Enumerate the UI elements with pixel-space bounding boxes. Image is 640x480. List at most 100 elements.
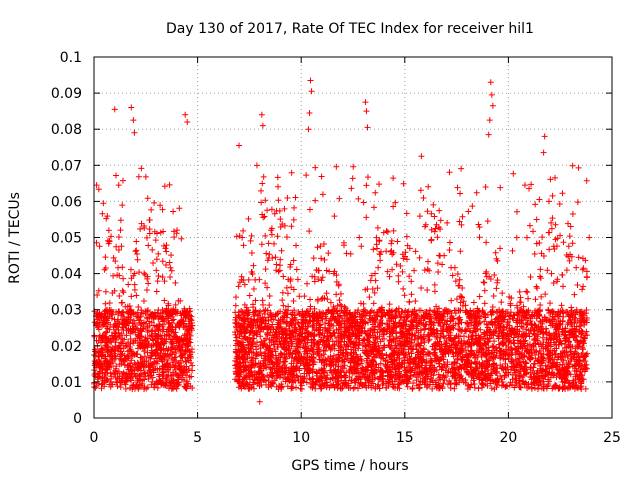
- data-point: [101, 320, 108, 327]
- data-point: [276, 267, 283, 274]
- data-point: [114, 272, 121, 279]
- data-point: [115, 368, 122, 375]
- data-point: [125, 327, 132, 334]
- data-point: [528, 385, 535, 392]
- data-point: [447, 384, 454, 391]
- data-point: [318, 173, 325, 180]
- data-point: [95, 360, 102, 367]
- data-point: [186, 329, 193, 336]
- data-point: [131, 370, 138, 377]
- data-point: [424, 286, 431, 293]
- data-point: [179, 371, 186, 378]
- data-point: [484, 382, 491, 389]
- data-point: [123, 332, 130, 339]
- data-point: [260, 173, 267, 180]
- data-point: [177, 319, 184, 326]
- data-point: [331, 213, 338, 220]
- data-point: [372, 189, 379, 196]
- data-point: [128, 293, 135, 300]
- data-point: [114, 383, 121, 390]
- data-point: [451, 264, 458, 271]
- data-point: [122, 385, 129, 392]
- data-point: [568, 321, 575, 328]
- data-point: [312, 164, 319, 171]
- data-point: [434, 260, 441, 267]
- data-point: [186, 316, 193, 323]
- data-point: [112, 337, 119, 344]
- data-point: [104, 369, 111, 376]
- data-point: [128, 275, 135, 282]
- data-point: [139, 360, 146, 367]
- data-point: [118, 360, 125, 367]
- data-point: [170, 228, 177, 235]
- data-point: [549, 192, 556, 199]
- data-point: [128, 370, 135, 377]
- data-point: [151, 359, 158, 366]
- data-point: [144, 308, 151, 315]
- data-point: [469, 203, 476, 210]
- data-point: [137, 354, 144, 361]
- data-point: [294, 276, 301, 283]
- data-point: [96, 243, 103, 250]
- data-point: [162, 245, 169, 252]
- data-point: [451, 385, 458, 392]
- data-point: [459, 213, 466, 220]
- data-point: [475, 385, 482, 392]
- data-point: [333, 163, 340, 170]
- data-point: [408, 278, 415, 285]
- data-point: [175, 381, 182, 388]
- data-point: [115, 182, 122, 189]
- data-point: [494, 279, 501, 286]
- data-point: [166, 259, 173, 266]
- data-point: [101, 308, 108, 315]
- data-point: [140, 310, 147, 317]
- data-point: [117, 217, 124, 224]
- data-point: [549, 215, 556, 222]
- data-point: [533, 283, 540, 290]
- data-point: [145, 375, 152, 382]
- data-point: [573, 264, 580, 271]
- data-point: [132, 248, 139, 255]
- data-point: [158, 381, 165, 388]
- data-point: [143, 234, 150, 241]
- data-point: [115, 246, 122, 253]
- data-point: [146, 322, 153, 329]
- data-point: [567, 223, 574, 230]
- data-point: [91, 319, 98, 326]
- data-point: [524, 289, 531, 296]
- data-point: [116, 293, 123, 300]
- data-point: [318, 277, 325, 284]
- data-point: [446, 246, 453, 253]
- data-point: [368, 272, 375, 279]
- data-point: [532, 201, 539, 208]
- data-point: [137, 225, 144, 232]
- data-point: [183, 336, 190, 343]
- data-point: [560, 239, 567, 246]
- data-point: [132, 337, 139, 344]
- data-point: [139, 344, 146, 351]
- data-point: [127, 266, 134, 273]
- data-point: [411, 267, 418, 274]
- data-point: [421, 267, 428, 274]
- data-point: [275, 183, 282, 190]
- data-point: [276, 262, 283, 269]
- data-point: [565, 220, 572, 227]
- data-point: [483, 321, 490, 328]
- data-point: [113, 378, 120, 385]
- data-point: [163, 353, 170, 360]
- data-point: [559, 283, 566, 290]
- data-point: [171, 308, 178, 315]
- data-point: [140, 297, 147, 304]
- data-point: [530, 228, 537, 235]
- data-point: [306, 375, 313, 382]
- data-point: [290, 297, 297, 304]
- data-point: [564, 385, 571, 392]
- data-point: [435, 268, 442, 275]
- data-point: [106, 306, 113, 313]
- data-point: [106, 360, 113, 367]
- data-point: [483, 239, 490, 246]
- data-point: [384, 229, 391, 236]
- data-point: [109, 289, 116, 296]
- data-point: [372, 277, 379, 284]
- data-point: [418, 284, 425, 291]
